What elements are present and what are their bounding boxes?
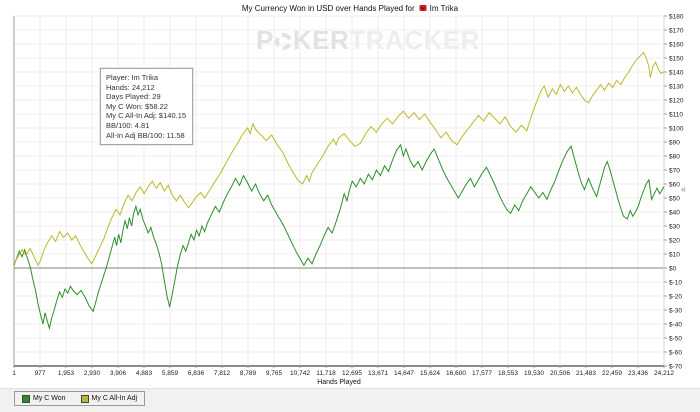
y-axis-tick-label: $-60	[669, 350, 682, 357]
x-axis-tick-label: 8,789	[240, 370, 257, 377]
player-stats-tooltip: Player: Im Trika Hands: 24,212 Days Played…	[100, 68, 194, 146]
x-axis-tick-label: 7,812	[214, 370, 231, 377]
y-axis-tick-label: $110	[669, 112, 683, 119]
x-axis-tick-label: 17,577	[472, 370, 492, 377]
y-axis-tick-label: $60	[669, 182, 680, 189]
y-axis-tick-label: $180	[669, 14, 684, 21]
x-axis-tick-label: 11,718	[316, 370, 336, 377]
x-axis-title: Hands Played	[317, 379, 361, 386]
stats-line: My C Won: $58.22	[106, 101, 168, 111]
y-axis-tick-label: $-10	[669, 280, 682, 287]
my-c-won-swatch-icon	[22, 394, 30, 403]
y-axis-tick-label: $-40	[669, 322, 682, 329]
watermark-ker: KER	[292, 25, 350, 55]
x-axis-tick-label: 12,695	[342, 370, 362, 377]
x-axis-tick-label: 22,459	[602, 370, 622, 377]
chart-title-player: Im Trika	[429, 4, 459, 13]
x-axis-tick-label: 4,883	[136, 370, 153, 377]
watermark-tracker: TRACKER	[349, 25, 480, 55]
series-line-my-c-all-in-adj	[13, 51, 665, 267]
y-axis-tick-label: $170	[669, 28, 684, 35]
pokertracker-watermark: P KERTRACKER	[256, 27, 480, 53]
y-axis-tick-label: $80	[669, 154, 680, 161]
y-axis-tick-label: $-70	[669, 364, 682, 371]
watermark-p: P	[256, 25, 274, 55]
y-axis-tick-label: $50	[669, 196, 680, 203]
x-axis-tick-label: 3,906	[110, 370, 127, 377]
x-axis-tick-label: 9,765	[266, 370, 283, 377]
y-axis-tick-label: $-30	[669, 308, 682, 315]
stats-line: BB/100: 4.81	[106, 120, 150, 130]
x-axis-tick-label: 15,624	[420, 370, 440, 377]
x-axis-tick-label: 1	[12, 370, 16, 377]
y-axis-tick-label: $90	[669, 140, 680, 147]
legend-label: My C All-In Adj	[91, 395, 138, 402]
x-axis-tick-label: 2,930	[84, 370, 101, 377]
legend: My C Won My C All-In Adj	[14, 391, 146, 406]
y-axis-tick-label: $160	[669, 42, 684, 49]
y-axis-tick-label: $30	[669, 224, 680, 231]
stats-line: My C All-In Adj: $140.15	[106, 111, 187, 121]
y-axis-tick-label: $150	[669, 56, 684, 63]
y-axis-tick-label: $20	[669, 238, 680, 245]
stats-line: Hands: 24,212	[106, 82, 155, 92]
x-axis-tick-label: 24,212	[654, 370, 674, 377]
x-axis-tick-label: 6,836	[188, 370, 205, 377]
x-axis-tick-label: 21,483	[576, 370, 596, 377]
x-axis-tick-label: 19,530	[524, 370, 544, 377]
current-value-marker-icon: «	[681, 184, 687, 194]
x-axis-tick-label: 23,436	[628, 370, 648, 377]
stats-line: Player: Im Trika	[106, 73, 159, 82]
stats-line: Days Played: 29	[106, 92, 161, 102]
y-axis-tick-label: $100	[669, 126, 684, 133]
x-axis-tick-label: 20,506	[550, 370, 570, 377]
x-axis-tick-label: 977	[35, 370, 46, 377]
x-axis-tick-label: 5,859	[162, 370, 179, 377]
chart-title: My Currency Won in USD over Hands Played…	[0, 4, 700, 14]
y-axis-tick-label: $-20	[669, 294, 682, 301]
poker-chip-icon	[274, 33, 292, 50]
x-axis-tick-label: 14,647	[394, 370, 414, 377]
x-axis-tick-label: 10,742	[290, 370, 310, 377]
x-axis-tick-label: 16,600	[446, 370, 466, 377]
y-axis-tick-label: $-50	[669, 336, 682, 343]
legend-item-my-c-won: My C Won	[22, 394, 66, 403]
x-axis-tick-label: 13,671	[368, 370, 388, 377]
my-c-all-in-adj-swatch-icon	[80, 394, 89, 403]
player-flag-icon	[419, 4, 427, 14]
stats-line: All-In Adj BB/100: 11.58	[106, 130, 185, 140]
legend-item-my-c-all-in-adj: My C All-In Adj	[80, 394, 138, 403]
y-axis-tick-label: $40	[669, 210, 680, 217]
chart-title-text: My Currency Won in USD over Hands Played…	[241, 4, 415, 13]
y-axis-tick-label: $0	[669, 266, 677, 273]
y-axis-tick-label: $10	[669, 252, 680, 259]
y-axis-tick-label: $120	[669, 98, 684, 105]
y-axis-tick-label: $140	[669, 70, 684, 77]
x-axis-tick-label: 1,953	[58, 370, 75, 377]
y-axis-tick-label: $70	[669, 168, 680, 175]
y-axis-tick-label: $130	[669, 84, 684, 91]
series-line-my-c-won	[13, 143, 665, 331]
legend-label: My C Won	[33, 395, 66, 402]
x-axis-tick-label: 18,553	[498, 370, 518, 377]
